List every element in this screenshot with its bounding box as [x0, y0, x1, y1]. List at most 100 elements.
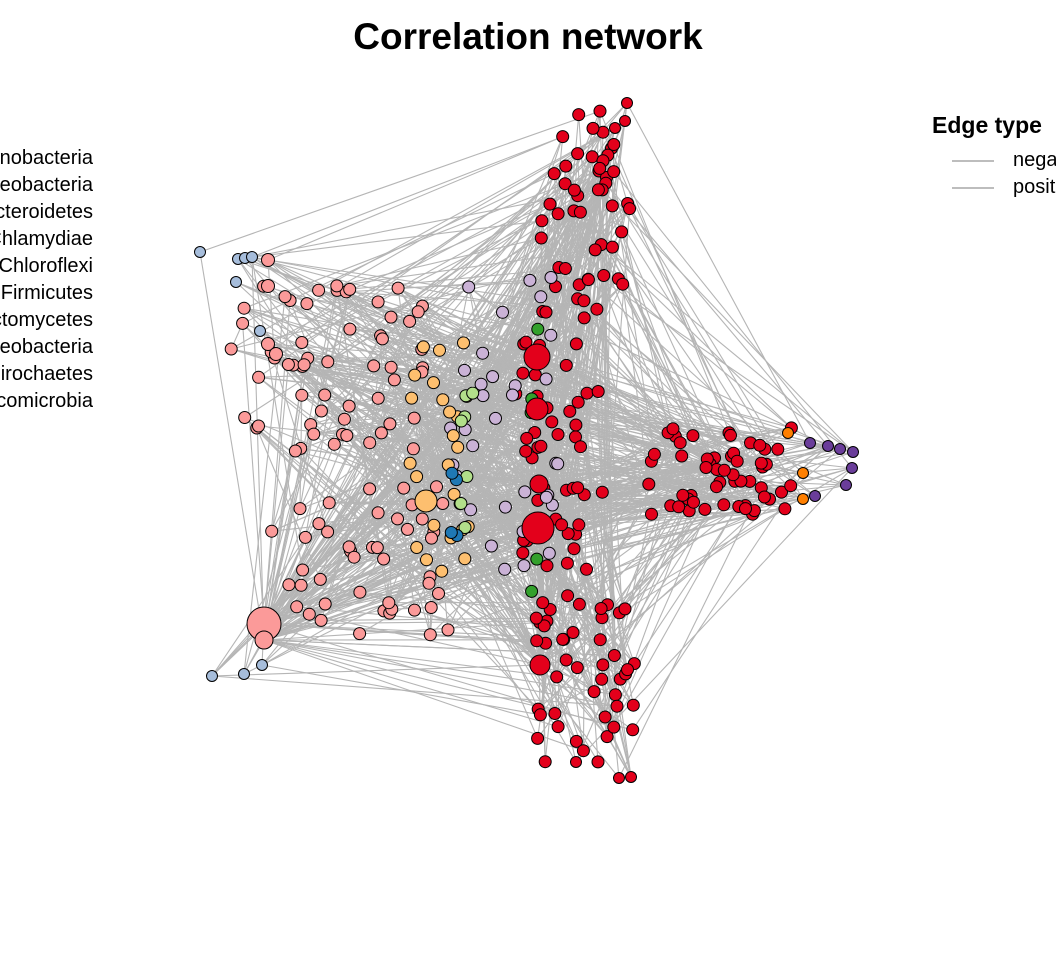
- network-node: [620, 116, 631, 127]
- network-node: [561, 557, 573, 569]
- network-node: [437, 394, 449, 406]
- network-node: [279, 291, 291, 303]
- network-node: [711, 481, 723, 493]
- network-node: [556, 519, 568, 531]
- network-edge: [252, 137, 563, 257]
- network-node: [411, 471, 423, 483]
- edge-legend-label: positive: [1013, 176, 1056, 199]
- network-edge: [243, 323, 264, 624]
- network-node: [676, 450, 688, 462]
- network-node: [392, 513, 404, 525]
- network-node: [291, 601, 303, 613]
- network-node: [674, 437, 686, 449]
- network-node: [477, 347, 489, 359]
- network-node: [591, 303, 603, 315]
- network-node: [257, 660, 268, 671]
- network-node: [608, 166, 620, 178]
- negative-edge-swatch: [952, 160, 994, 162]
- network-node: [406, 392, 418, 404]
- network-node: [404, 315, 416, 327]
- network-node: [608, 650, 620, 662]
- network-node: [772, 443, 784, 455]
- network-node: [575, 441, 587, 453]
- edge-legend-title: Edge type: [932, 112, 1056, 139]
- network-node: [530, 612, 542, 624]
- network-node: [446, 467, 458, 479]
- legend-label: Firmicutes: [1, 282, 93, 305]
- network-node: [455, 498, 467, 510]
- network-node: [416, 513, 428, 525]
- network-node: [557, 131, 569, 143]
- network-node: [262, 280, 275, 293]
- network-node: [343, 400, 355, 412]
- network-node: [507, 389, 519, 401]
- network-node: [560, 654, 572, 666]
- edge-legend-label: negative: [1013, 149, 1056, 172]
- network-node: [322, 356, 334, 368]
- network-node: [447, 430, 459, 442]
- network-node: [688, 496, 700, 508]
- network-node: [283, 579, 295, 591]
- network-node: [643, 478, 655, 490]
- legend-entry: Planctomycetes: [0, 308, 130, 335]
- network-node: [588, 686, 600, 698]
- network-node: [617, 278, 629, 290]
- network-node: [526, 585, 538, 597]
- network-node: [295, 579, 307, 591]
- network-node: [567, 627, 579, 639]
- legend-label: Planctomycetes: [0, 309, 93, 332]
- network-node: [537, 597, 549, 609]
- network-node: [572, 148, 584, 160]
- network-node: [572, 396, 584, 408]
- network-node: [611, 700, 623, 712]
- network-node: [626, 772, 637, 783]
- network-node: [458, 337, 470, 349]
- network-node: [594, 162, 606, 174]
- network-node: [455, 415, 467, 427]
- network-node: [423, 577, 435, 589]
- network-node: [253, 371, 265, 383]
- network-node: [385, 311, 397, 323]
- network-node: [548, 168, 560, 180]
- network-node: [231, 277, 242, 288]
- network-node: [552, 721, 564, 733]
- legend-label: Actinobacteria: [0, 147, 93, 170]
- network-node: [434, 344, 446, 356]
- network-node: [667, 423, 679, 435]
- legend-label: Chloroflexi: [0, 255, 93, 278]
- network-node: [578, 312, 590, 324]
- legend-entry: Spirochaetes: [0, 362, 130, 389]
- network-node: [519, 486, 531, 498]
- network-node: [517, 367, 529, 379]
- network-node: [687, 430, 699, 442]
- network-node: [524, 274, 536, 286]
- network-node: [328, 438, 340, 450]
- network-edge: [302, 190, 575, 342]
- network-node: [568, 543, 580, 555]
- network-node: [805, 438, 816, 449]
- network-node: [388, 374, 400, 386]
- network-node: [571, 757, 582, 768]
- network-node: [592, 756, 604, 768]
- edge-type-legend: Edge type negative positive: [932, 112, 1056, 201]
- network-node: [398, 482, 410, 494]
- network-node: [417, 341, 429, 353]
- network-node: [499, 501, 511, 513]
- network-node: [315, 405, 327, 417]
- network-node: [463, 281, 475, 293]
- network-node: [570, 419, 582, 431]
- network-node: [545, 329, 557, 341]
- network-node: [315, 614, 327, 626]
- legend-entry: Verrucomicrobia: [0, 389, 130, 416]
- legend-entry: Firmicutes: [0, 281, 130, 308]
- network-node: [255, 326, 266, 337]
- network-node: [592, 386, 604, 398]
- network-node: [546, 416, 558, 428]
- network-node: [581, 563, 593, 575]
- network-node: [348, 551, 360, 563]
- network-node: [225, 343, 237, 355]
- legend-label: Spirochaetes: [0, 363, 93, 386]
- chart-title: Correlation network: [0, 16, 1056, 58]
- network-node: [648, 448, 660, 460]
- network-node: [587, 122, 599, 134]
